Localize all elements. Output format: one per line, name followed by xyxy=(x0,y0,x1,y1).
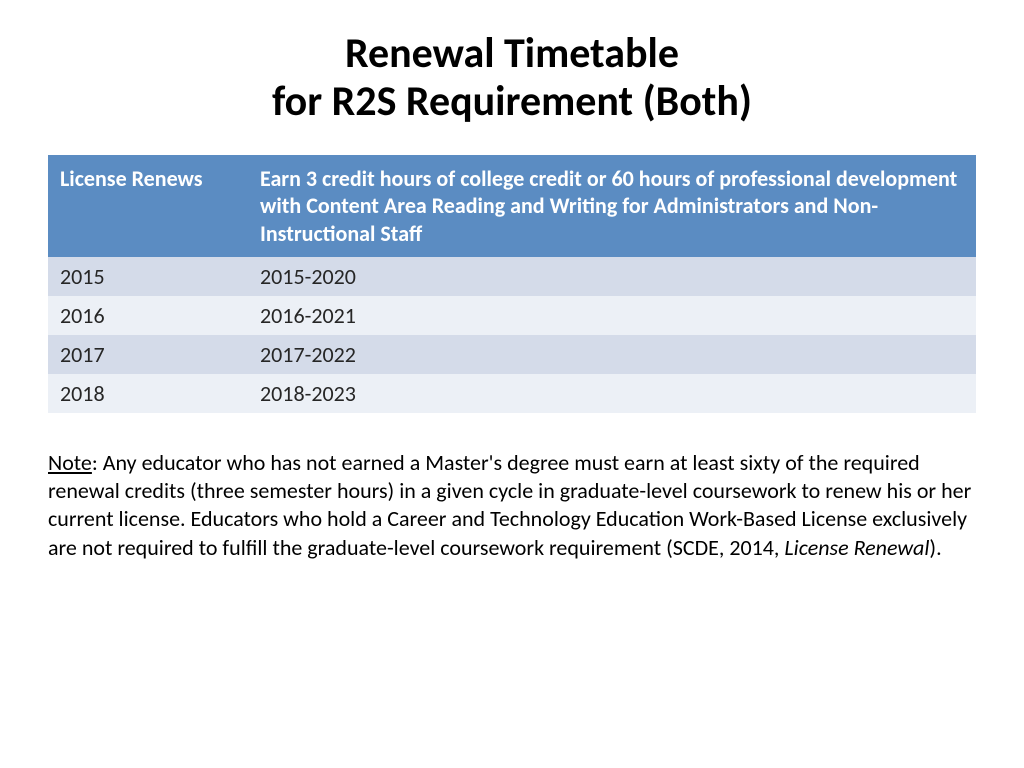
cell-year: 2018 xyxy=(48,374,248,413)
note-italic: License Renewal xyxy=(784,534,929,561)
note-label: Note xyxy=(48,449,92,476)
table-row: 2016 2016-2021 xyxy=(48,296,976,335)
table-row: 2018 2018-2023 xyxy=(48,374,976,413)
cell-range: 2018-2023 xyxy=(248,374,976,413)
slide-title: Renewal Timetable for R2S Requirement (B… xyxy=(48,30,976,127)
cell-range: 2015-2020 xyxy=(248,257,976,296)
table-header-row: License Renews Earn 3 credit hours of co… xyxy=(48,155,976,258)
col-header-requirement: Earn 3 credit hours of college credit or… xyxy=(248,155,976,258)
table-row: 2015 2015-2020 xyxy=(48,257,976,296)
cell-year: 2016 xyxy=(48,296,248,335)
title-line-2: for R2S Requirement (Both) xyxy=(272,76,752,127)
cell-year: 2015 xyxy=(48,257,248,296)
cell-range: 2016-2021 xyxy=(248,296,976,335)
cell-year: 2017 xyxy=(48,335,248,374)
note-paragraph: Note: Any educator who has not earned a … xyxy=(48,449,976,562)
note-body-after: ). xyxy=(929,534,941,561)
table-row: 2017 2017-2022 xyxy=(48,335,976,374)
col-header-license-renews: License Renews xyxy=(48,155,248,258)
cell-range: 2017-2022 xyxy=(248,335,976,374)
title-line-1: Renewal Timetable xyxy=(345,28,679,79)
renewal-timetable: License Renews Earn 3 credit hours of co… xyxy=(48,155,976,414)
